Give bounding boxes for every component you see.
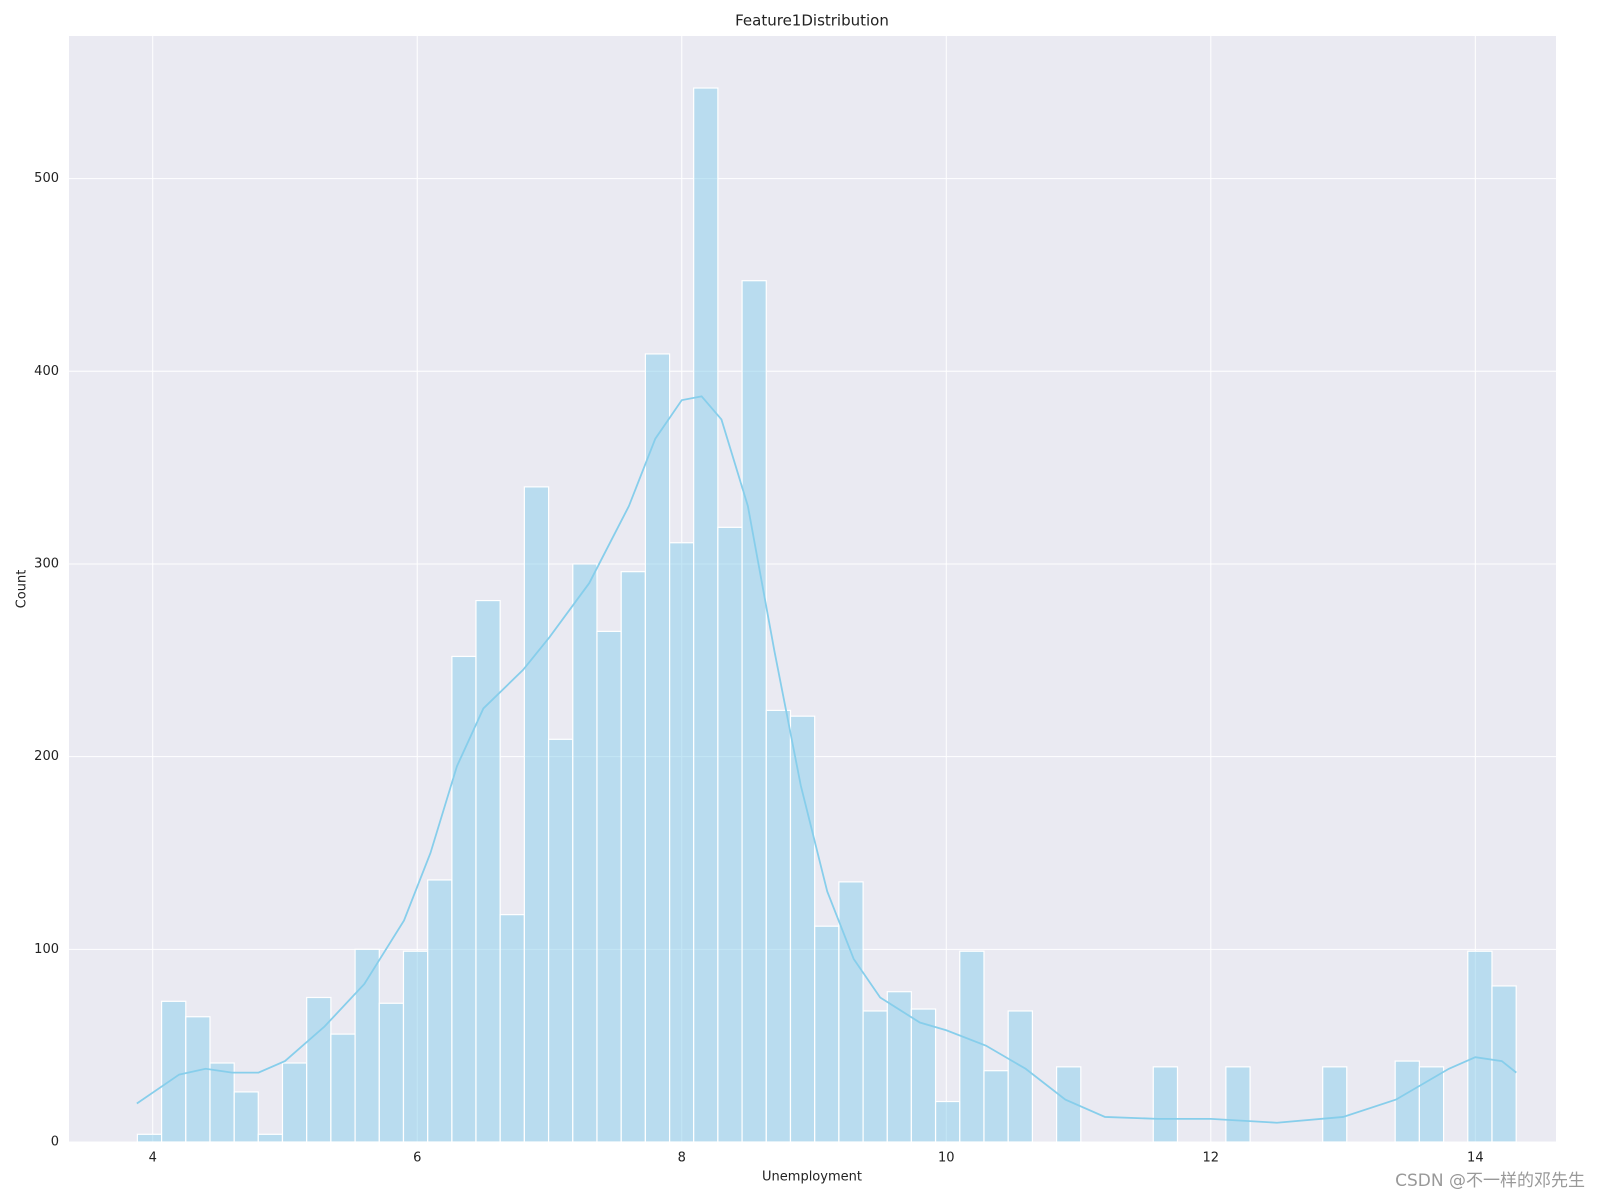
watermark: CSDN @不一样的邓先生 bbox=[1395, 1171, 1585, 1191]
bar bbox=[668, 542, 695, 1143]
bar bbox=[257, 1133, 284, 1143]
bar bbox=[523, 486, 550, 1143]
chart-title: Feature1Distribution bbox=[735, 12, 889, 30]
bar bbox=[547, 738, 574, 1143]
bar bbox=[451, 655, 477, 1143]
bar bbox=[959, 950, 985, 1143]
bar bbox=[209, 1062, 235, 1143]
bar bbox=[185, 1016, 211, 1143]
x-tick-label: 14 bbox=[1467, 1151, 1484, 1166]
y-tick-label: 100 bbox=[34, 942, 59, 957]
bar bbox=[814, 925, 840, 1143]
bar bbox=[136, 1133, 163, 1143]
bar bbox=[1394, 1060, 1420, 1143]
bar bbox=[789, 715, 816, 1143]
bar bbox=[1225, 1066, 1251, 1143]
bar bbox=[1007, 1010, 1033, 1143]
bar bbox=[983, 1070, 1009, 1143]
bar bbox=[717, 526, 743, 1143]
bar bbox=[306, 996, 332, 1143]
bar bbox=[862, 1010, 888, 1143]
bar bbox=[596, 630, 622, 1143]
bar bbox=[693, 87, 719, 1143]
bar bbox=[233, 1091, 259, 1143]
bar bbox=[330, 1033, 356, 1143]
bar bbox=[572, 563, 598, 1143]
x-tick-label: 12 bbox=[1203, 1151, 1220, 1166]
bar bbox=[765, 709, 792, 1143]
bar bbox=[427, 879, 453, 1143]
x-tick-label: 10 bbox=[938, 1151, 955, 1166]
bar bbox=[910, 1008, 937, 1143]
bar bbox=[402, 950, 429, 1143]
y-tick-label: 200 bbox=[34, 749, 59, 764]
bar bbox=[160, 1000, 187, 1143]
y-axis-label: Count bbox=[15, 570, 30, 609]
x-tick-label: 4 bbox=[149, 1151, 157, 1166]
bar bbox=[378, 1002, 405, 1143]
bar bbox=[354, 948, 380, 1143]
bar bbox=[1467, 950, 1493, 1143]
y-tick-label: 300 bbox=[34, 556, 59, 571]
y-tick-label: 0 bbox=[51, 1135, 59, 1150]
bar bbox=[281, 1062, 308, 1143]
y-tick-label: 400 bbox=[34, 364, 59, 379]
bar bbox=[620, 571, 646, 1143]
x-tick-label: 8 bbox=[678, 1151, 686, 1166]
x-tick-label: 6 bbox=[413, 1151, 421, 1166]
bar bbox=[1152, 1066, 1179, 1143]
kde-line bbox=[136, 395, 1517, 1124]
bar bbox=[1322, 1066, 1348, 1143]
bar bbox=[934, 1100, 961, 1143]
bar bbox=[475, 599, 501, 1143]
bar bbox=[741, 280, 767, 1143]
bar bbox=[838, 881, 864, 1143]
bar bbox=[499, 914, 525, 1143]
bar bbox=[644, 353, 671, 1143]
x-axis-label: Unemployment bbox=[762, 1170, 862, 1185]
y-tick-label: 500 bbox=[34, 171, 59, 186]
